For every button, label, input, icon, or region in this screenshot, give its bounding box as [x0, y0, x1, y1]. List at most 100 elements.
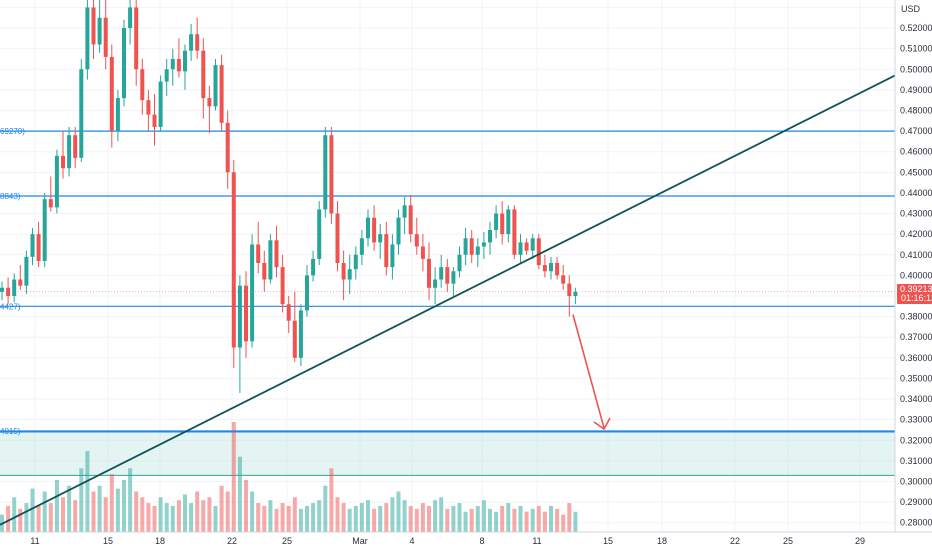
candle-body	[366, 217, 370, 239]
candle-body	[250, 244, 255, 342]
candle-body	[134, 7, 139, 70]
candle-body	[494, 213, 499, 231]
volume-bar	[457, 503, 462, 532]
volume-bar	[311, 503, 316, 532]
candle-body	[518, 242, 523, 255]
candle-body	[305, 275, 309, 311]
volume-bar	[176, 500, 181, 532]
candle-body	[402, 205, 407, 218]
volume-bar	[506, 503, 511, 532]
volume-bar	[6, 505, 11, 532]
candle-body	[170, 58, 175, 70]
current-price-badge	[897, 284, 932, 304]
date-tick-label: 15	[103, 536, 113, 546]
candle-body	[439, 267, 444, 280]
projection-arrow-head[interactable]	[593, 417, 611, 431]
volume-bar	[372, 508, 377, 532]
date-tick-label: 11	[30, 536, 39, 546]
candle-body	[164, 69, 169, 82]
volume-bar	[347, 508, 352, 532]
candle-body	[207, 98, 212, 107]
volume-bar	[36, 505, 41, 532]
candle-body	[61, 155, 65, 169]
horizontal-level-label: 4427)	[0, 302, 21, 311]
candle-body	[451, 271, 456, 284]
candle-body	[359, 238, 364, 255]
volume-bar	[201, 500, 206, 532]
candle-body	[329, 135, 334, 214]
volume-bar	[48, 503, 53, 532]
candle-body	[158, 81, 163, 127]
volume-bar	[451, 505, 456, 532]
projection-arrow-shaft[interactable]	[572, 314, 605, 429]
volume-bar	[18, 508, 23, 532]
candle-body	[408, 205, 413, 235]
candle-body	[530, 238, 535, 251]
current-price-label: 0.392138 01:16:13	[897, 284, 932, 304]
horizontal-level-label: 4015)	[0, 427, 21, 436]
volume-bar	[42, 491, 47, 532]
candle-body	[353, 254, 358, 270]
horizontal-level-label: 8843)	[0, 192, 21, 201]
candle-body	[79, 69, 84, 158]
time-axis[interactable]: 11 15 18 22 25 Mar 4 8 11 15 18 22 25 29	[0, 531, 932, 546]
volume-bar	[542, 511, 547, 532]
volume-bar	[244, 479, 248, 532]
volume-bar	[439, 497, 444, 532]
candle-body	[195, 34, 200, 51]
date-tick-label: 8	[479, 536, 484, 546]
date-tick-label: 18	[155, 536, 165, 546]
candle-body	[457, 254, 462, 272]
trendline-group[interactable]	[0, 74, 896, 526]
candle-body	[219, 65, 224, 123]
candle-body	[231, 172, 236, 348]
candle-body	[445, 267, 450, 284]
volume-bar	[30, 488, 35, 532]
ascending-trendline[interactable]	[0, 74, 896, 526]
volume-bar	[164, 503, 169, 532]
volume-bar	[91, 491, 96, 532]
volume-bar	[549, 505, 553, 532]
price-tick-label: 0.280000	[900, 518, 932, 528]
volume-bar	[195, 491, 200, 532]
volume-bar	[274, 508, 279, 532]
candle-body	[414, 234, 419, 247]
candle-body	[542, 265, 547, 272]
volume-bar	[366, 500, 370, 532]
projection-arrow[interactable]	[572, 314, 611, 431]
candle-body	[500, 213, 505, 235]
volume-bar	[85, 450, 90, 532]
volume-bar	[189, 503, 194, 532]
candle-body	[42, 199, 47, 261]
candle-body	[555, 263, 560, 276]
candle-body	[481, 242, 486, 247]
volume-bar	[561, 514, 566, 532]
candle-body	[420, 246, 425, 259]
candle-body	[341, 263, 346, 280]
candle-body	[85, 7, 90, 70]
volume-bar	[530, 508, 535, 532]
candle-body	[463, 238, 468, 255]
candle-body	[372, 217, 377, 243]
volume-bar	[414, 508, 419, 532]
candle-body	[109, 56, 114, 132]
volume-bar	[488, 508, 492, 532]
volume-bar	[73, 500, 78, 532]
candle-body	[469, 238, 474, 255]
volume-bar	[67, 485, 72, 532]
candle-body	[213, 65, 218, 107]
date-tick-label: 11	[532, 536, 541, 546]
grid-lines	[0, 0, 895, 532]
